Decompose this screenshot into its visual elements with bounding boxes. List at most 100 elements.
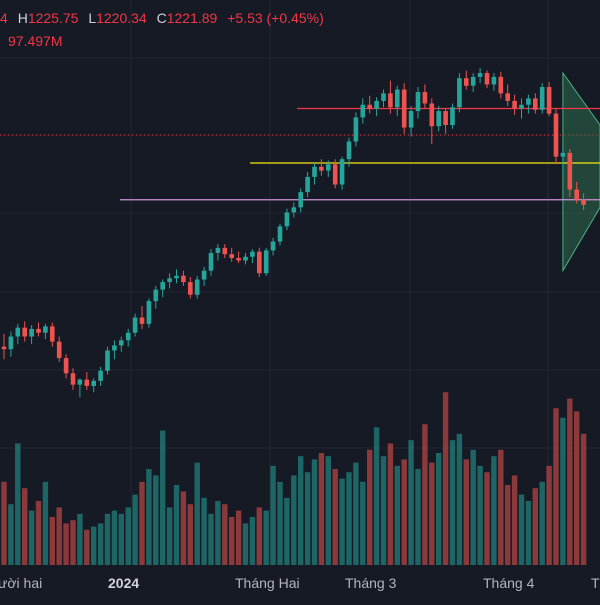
volume-bar [180,491,187,565]
candle-body [415,92,421,112]
volume-bar [525,501,532,565]
candle-body [84,379,90,386]
volume-bar [463,459,469,565]
candle-body [326,164,331,171]
candle-body [401,89,407,128]
volume-bar [505,485,511,565]
volume-bar [442,392,449,565]
volume-bar [394,465,400,565]
volume-bar [8,504,14,565]
candle-body [519,104,524,109]
candle-body [29,328,34,337]
candle-body [457,78,462,108]
open-value-tail: 4 [0,10,8,26]
candle-body [546,87,552,114]
candle-body [236,258,241,261]
volume-bar [491,456,497,565]
candle-body [526,98,531,105]
candle-body [388,93,393,108]
volume-bar [539,481,545,565]
volume-bar [422,424,428,565]
volume-bar [63,523,69,565]
volume-bar [360,481,366,565]
volume-bar [125,507,131,565]
candle-body [63,358,69,374]
candle-body [43,326,48,333]
candle-body [374,100,379,109]
volume-bar [380,456,387,565]
candle-body [188,282,193,295]
candle-body [50,326,55,342]
candle-body [277,226,283,242]
volume-bar [304,472,311,565]
candle-body [422,92,428,104]
candle-body [125,332,131,341]
candle-body [250,251,255,257]
volume-bar [118,513,124,565]
candle-body [312,166,317,177]
volume-bar [70,520,76,565]
x-axis-label-april: Tháng 4 [483,575,535,591]
candle-body [119,340,124,346]
candle-body [22,327,27,337]
volume-bar [580,433,587,565]
volume-bar [298,456,304,565]
volume-bar [263,510,269,565]
candle-body [215,247,221,253]
x-axis-label-february: Tháng Hai [235,575,300,591]
candle-body [443,111,448,125]
volume-bar [553,408,559,565]
candle-body [8,336,14,350]
volume-bar [49,517,55,565]
x-axis-label-2024: 2024 [108,575,140,591]
close-label: C [156,10,167,26]
volume-bar [146,469,152,565]
candle-body [533,98,538,110]
volume-bar [436,453,442,565]
candle-body [298,192,303,208]
candle-body [270,241,276,251]
candle-body [36,328,41,333]
candle-body [436,111,441,127]
volume-bar [222,504,228,565]
change-value: +5.53 (+0.45%) [227,10,324,26]
volume-bar [567,398,573,565]
volume-bar [291,475,297,565]
volume-bar [574,411,580,565]
candle-body [257,251,262,274]
volume-bar [173,485,180,565]
candle-body [56,341,62,359]
volume-bar [456,433,463,565]
volume-legend: 97.497M [8,33,63,49]
volume-bar [97,523,104,565]
candle-body [560,152,566,157]
candle-body [112,345,117,351]
candle-body [139,317,145,324]
volume-bar [235,510,242,565]
volume-bar [249,517,256,565]
volume-bar [387,443,394,565]
candle-body [194,279,200,295]
candle-body [132,317,138,333]
candle-body [70,373,76,385]
high-value: 1225.75 [27,10,79,26]
volume-bar [408,440,414,565]
volume-bar [325,456,331,565]
candle-body [470,76,476,86]
volume-bar [208,513,214,565]
volume-bar [449,440,456,565]
candle-body [567,152,573,190]
candle-body [222,247,228,255]
candle-body [477,73,483,77]
candle-body [263,250,269,274]
volume-bar [111,510,118,565]
volume-bar [311,459,318,565]
candle-body [229,254,234,258]
x-axis-label-march: Tháng 3 [345,575,397,591]
volume-bar [104,513,111,565]
candle-body [395,89,400,108]
volume-bar [511,475,518,565]
candle-body [498,76,504,94]
